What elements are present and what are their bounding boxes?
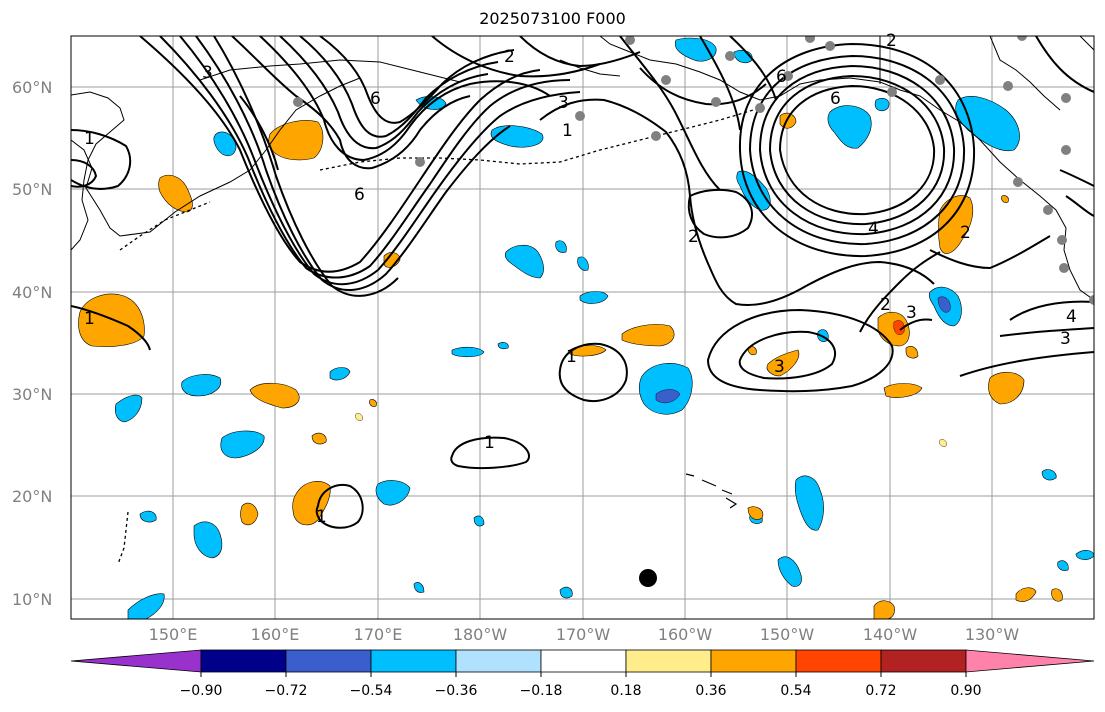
contour-label: 2 (886, 31, 897, 51)
strong-positive-core (893, 320, 905, 335)
contour-label: 2 (960, 223, 971, 243)
contour-label: 3 (906, 303, 917, 323)
colorbar-extend-max (965, 649, 1095, 673)
colorbar-tick-label: 0.54 (780, 683, 812, 699)
gridlines (71, 36, 1094, 619)
colorbar-bin (710, 649, 797, 673)
map-title: 2025073100 F000 (479, 9, 626, 28)
colorbar-tick-label: −0.54 (349, 683, 393, 699)
contour-label: 3 (774, 357, 785, 377)
contour-label: 6 (830, 89, 841, 109)
colorbar-tick-label: 0.36 (695, 683, 727, 699)
contour-label: 6 (370, 89, 381, 109)
colorbar-tick-label: −0.36 (434, 683, 478, 699)
contour-label: 1 (562, 121, 573, 141)
colorbar (70, 649, 1095, 673)
contour-label: 1 (566, 347, 577, 367)
colorbar-bin (625, 649, 712, 673)
contour-label: 2 (688, 227, 699, 247)
negative-anomaly-patches (114, 37, 1094, 619)
colorbar-extend-min (70, 649, 202, 673)
plot-frame (70, 35, 1095, 620)
weak-positive-patches (355, 413, 947, 447)
contour-label: 4 (1066, 307, 1077, 327)
contour-labels: 1 1 1 1 1 1 2 2 2 2 2 3 3 3 3 3 4 4 6 6 … (84, 31, 1077, 527)
lon-label-140w: 140°W (862, 625, 918, 644)
lon-label-180w: 180°W (452, 625, 508, 644)
contour-label: 3 (1060, 329, 1071, 349)
lon-label-150w: 150°W (759, 625, 815, 644)
colorbar-bin (795, 649, 882, 673)
colorbar-tick-label: −0.90 (179, 683, 223, 699)
colorbar-ticks (200, 672, 967, 677)
colorbar-tick-label: 0.18 (610, 683, 642, 699)
colorbar-bin (455, 649, 542, 673)
lon-label-170e: 170°E (353, 625, 403, 644)
colorbar-bin (370, 649, 457, 673)
storm-center-marker (639, 569, 657, 587)
colorbar-tick-label: −0.18 (519, 683, 563, 699)
contour-label: 6 (776, 67, 787, 87)
lat-label-20n: 20°N (12, 487, 53, 506)
lat-label-10n: 10°N (12, 590, 53, 609)
lon-label-130w: 130°W (964, 625, 1020, 644)
colorbar-tick-label: 0.72 (865, 683, 897, 699)
colorbar-bin (285, 649, 372, 673)
lat-label-60n: 60°N (12, 78, 53, 97)
hawaiian-islands (685, 473, 738, 509)
colorbar-bin (880, 649, 967, 673)
contour-lines (71, 36, 1094, 529)
contour-label: 4 (868, 219, 879, 239)
lon-label-170w: 170°W (555, 625, 611, 644)
lat-label-40n: 40°N (12, 283, 53, 302)
colorbar-bin (200, 649, 287, 673)
lon-label-160w: 160°W (657, 625, 713, 644)
contour-label: 2 (880, 295, 891, 315)
lat-label-30n: 30°N (12, 385, 53, 404)
lat-label-50n: 50°N (12, 180, 53, 199)
contour-label: 2 (504, 47, 515, 67)
lon-label-150e: 150°E (148, 625, 198, 644)
contour-label: 6 (354, 185, 365, 205)
plot-area (71, 36, 1094, 619)
contour-label: 3 (202, 63, 213, 83)
contour-label: 1 (84, 129, 95, 149)
contour-label: 1 (484, 433, 495, 453)
station-markers (293, 36, 1094, 305)
lon-label-160e: 160°E (250, 625, 300, 644)
colorbar-bin (540, 649, 627, 673)
contour-label: 3 (558, 93, 569, 113)
colorbar-tick-label: 0.90 (950, 683, 982, 699)
colorbar-tick-label: −0.72 (264, 683, 308, 699)
contour-label: 1 (316, 507, 327, 527)
strong-negative-cores (655, 296, 951, 404)
contour-label: 1 (84, 309, 95, 329)
